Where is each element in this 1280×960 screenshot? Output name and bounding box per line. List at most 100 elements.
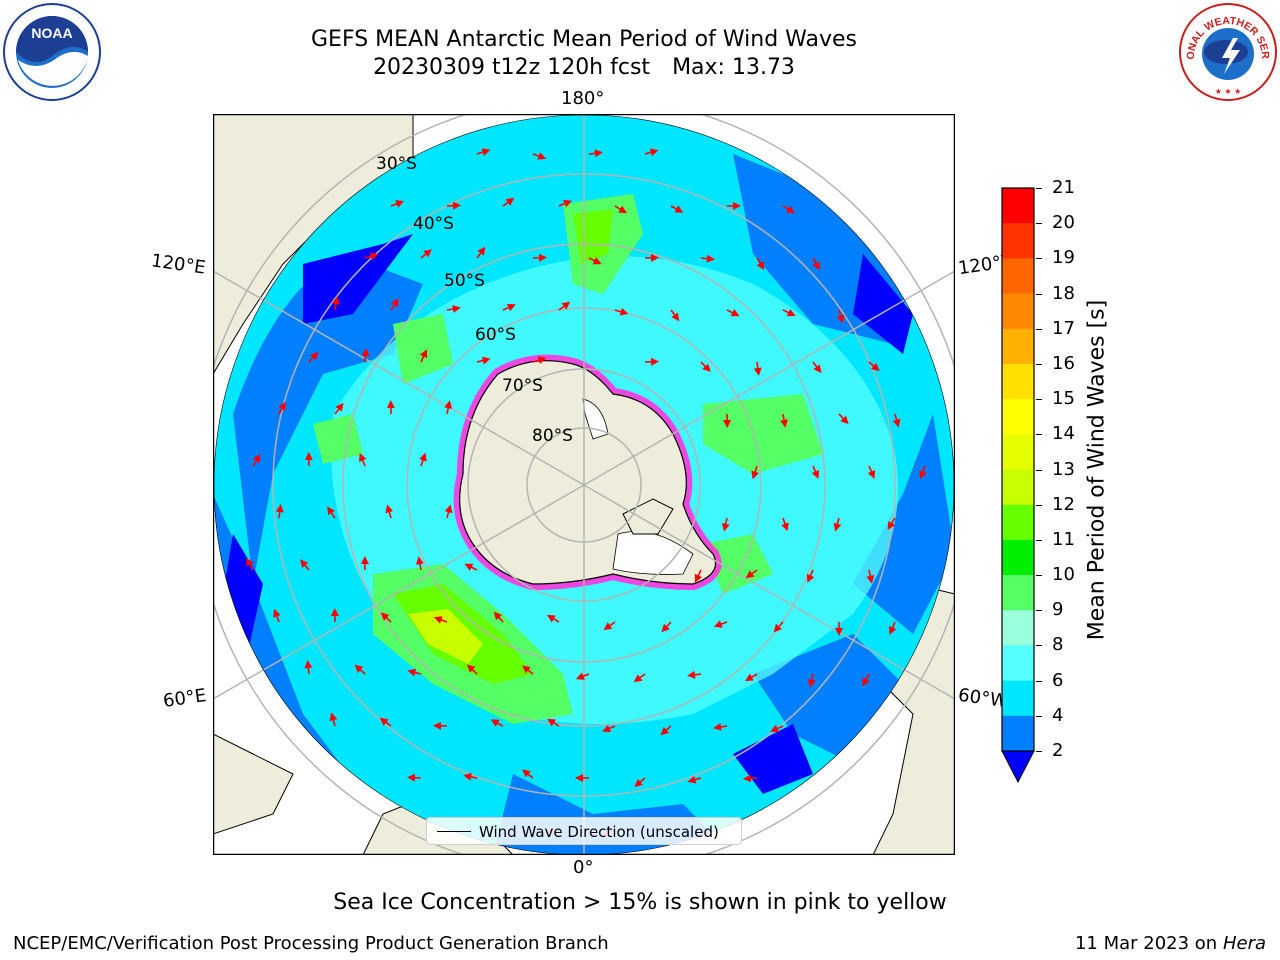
footer-machine: Hera xyxy=(1222,933,1266,954)
colorbar-band xyxy=(1002,680,1034,717)
colorbar-tick-mark xyxy=(1036,188,1042,189)
wave-direction-arrow xyxy=(660,725,672,736)
wave-direction-arrow xyxy=(379,717,392,727)
wave-direction-arrow xyxy=(687,670,702,679)
wave-direction-arrow xyxy=(751,465,759,480)
colorbar-tick-mark xyxy=(1036,434,1042,436)
wave-direction-arrow xyxy=(246,557,254,571)
colorbar-band xyxy=(1002,575,1034,611)
max-value: Max: 13.73 xyxy=(672,55,795,80)
colorbar-tick-label: 21 xyxy=(1052,177,1075,198)
colorbar-tick-mark xyxy=(1036,539,1042,541)
wave-direction-arrow xyxy=(773,621,784,633)
wave-direction-arrow xyxy=(867,465,876,479)
wave-direction-arrow xyxy=(304,660,313,675)
wave-direction-arrow xyxy=(521,665,534,675)
wave-direction-arrow xyxy=(444,504,453,519)
colorbar-tick-label: 12 xyxy=(1052,493,1075,515)
wave-direction-arrow xyxy=(490,719,504,727)
colorbar-tick-label: 17 xyxy=(1052,317,1075,339)
colorbar-tick-label: 4 xyxy=(1052,704,1064,726)
lat-label-50s: 50°S xyxy=(444,271,485,291)
polar-map: 30°S 40°S 50°S 60°S 70°S 80°S xyxy=(213,114,955,855)
svg-text:★ ★ ★: ★ ★ ★ xyxy=(1215,87,1242,96)
lon-label-60e: 60°E xyxy=(161,685,208,712)
colorbar-band xyxy=(1002,610,1034,646)
wave-direction-arrow xyxy=(415,556,424,571)
wave-direction-arrow xyxy=(687,775,702,784)
wave-direction-arrow xyxy=(466,664,478,675)
wave-direction-arrow xyxy=(838,413,849,425)
wave-direction-arrow xyxy=(781,517,789,532)
antarctica xyxy=(453,354,722,590)
wave-direction-arrow xyxy=(493,611,504,623)
colorbar-tick-label: 2 xyxy=(1052,740,1064,761)
colorbar-band xyxy=(1002,188,1034,224)
wave-direction-arrow xyxy=(446,201,461,210)
wave-direction-arrow xyxy=(532,356,547,365)
wave-direction-arrow xyxy=(866,569,875,584)
colorbar-band xyxy=(1002,504,1034,541)
wave-direction-arrow xyxy=(633,673,646,683)
wave-direction-arrow xyxy=(782,205,795,214)
wave-direction-arrow xyxy=(476,356,491,365)
wave-direction-arrow xyxy=(433,616,448,624)
map-frame-border xyxy=(213,114,955,855)
colorbar xyxy=(1001,187,1035,784)
wave-direction-arrow xyxy=(308,351,319,363)
lat-label-60s: 60°S xyxy=(475,325,516,345)
colorbar-band xyxy=(1002,328,1034,365)
noaa-wordmark: NOAA xyxy=(31,25,72,41)
lon-label-180: 180° xyxy=(561,88,605,109)
colorbar-band xyxy=(1002,645,1034,682)
wave-direction-arrow xyxy=(661,621,672,633)
wave-direction-arrow xyxy=(558,199,572,208)
wave-direction-arrow xyxy=(694,569,703,583)
colorbar-tick-mark xyxy=(1036,610,1042,612)
lon-label-120e: 120°E xyxy=(149,250,207,279)
forecast-date: 20230309 t12z 120h fcst xyxy=(373,55,651,80)
colorbar-tick-label: 6 xyxy=(1052,669,1064,691)
wave-direction-arrow xyxy=(888,621,897,635)
colorbar-tick-label: 18 xyxy=(1052,282,1075,304)
lat-label-40s: 40°S xyxy=(413,214,454,234)
wave-direction-arrow xyxy=(721,517,730,532)
colorbar-tick-mark xyxy=(1036,469,1042,471)
wave-direction-arrow xyxy=(812,361,822,374)
wave-direction-arrow xyxy=(546,614,560,623)
lat-label-30s: 30°S xyxy=(376,154,417,174)
wave-direction-arrow xyxy=(756,257,765,271)
wave-direction-arrow xyxy=(273,608,281,623)
wave-direction-arrow xyxy=(868,361,880,372)
wave-direction-arrow xyxy=(329,712,338,727)
colorbar-tick-mark xyxy=(1036,645,1042,647)
wave-direction-arrow xyxy=(390,200,405,208)
colorbar-band xyxy=(1002,293,1034,330)
graticule xyxy=(213,114,955,855)
legend-label: Wind Wave Direction (unscaled) xyxy=(479,823,719,841)
wave-direction-arrow xyxy=(331,296,340,311)
colorbar-tick-mark xyxy=(1036,751,1042,752)
wave-direction-arrow xyxy=(275,504,284,519)
colorbar-band xyxy=(1002,399,1034,435)
colorbar-tick-label: 20 xyxy=(1052,212,1075,234)
colorbar-label: Mean Period of Wind Waves [s] xyxy=(1084,299,1110,641)
wind-wave-direction-vectors xyxy=(246,148,927,837)
colorbar-tick-label: 14 xyxy=(1052,423,1075,445)
colorbar-band xyxy=(1002,539,1034,576)
wave-direction-arrow xyxy=(476,246,486,259)
wave-direction-arrow xyxy=(558,301,571,311)
wave-direction-arrow xyxy=(780,413,788,428)
wave-direction-arrow xyxy=(670,309,680,322)
legend: Wind Wave Direction (unscaled) xyxy=(426,817,742,845)
wave-direction-arrow xyxy=(634,777,646,788)
colorbar-tick-mark xyxy=(1036,715,1042,717)
colorbar-band xyxy=(1002,469,1034,506)
wave-direction-arrow xyxy=(713,620,728,628)
colorbar-band xyxy=(1002,715,1034,752)
wave-direction-arrow xyxy=(811,465,820,479)
wave-direction-arrow xyxy=(603,621,616,631)
wave-direction-arrow xyxy=(419,452,427,467)
wave-direction-arrow xyxy=(753,361,762,376)
wave-direction-arrow xyxy=(419,349,428,363)
